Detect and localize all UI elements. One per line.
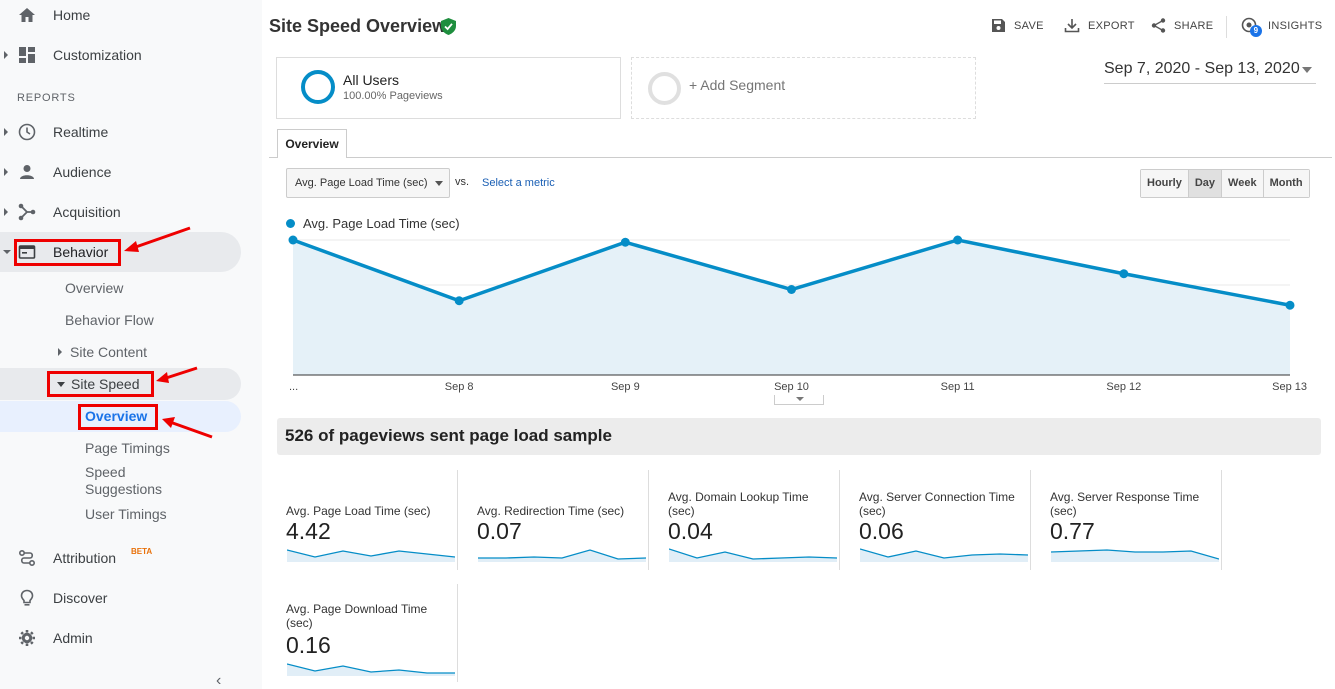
x-tick-label: Sep 8 [445, 381, 474, 393]
nav-site-content[interactable]: Site Content [58, 344, 147, 360]
x-tick-label: Sep 12 [1106, 381, 1141, 393]
sparkline [287, 663, 455, 676]
data-point[interactable] [454, 296, 464, 306]
verified-shield-icon [441, 18, 456, 35]
insights-count-badge: 9 [1250, 25, 1262, 37]
x-tick-label: Sep 9 [611, 381, 640, 393]
chevron-down-icon [435, 181, 443, 186]
metric-tile[interactable]: Avg. Domain Lookup Time (sec) 0.04 [659, 470, 840, 570]
nav-behavior-flow[interactable]: Behavior Flow [65, 312, 154, 328]
annotation-arrow-overview-icon [162, 417, 213, 439]
export-button[interactable]: EXPORT [1064, 18, 1135, 33]
data-point[interactable] [620, 237, 630, 247]
data-point[interactable] [953, 235, 963, 245]
caret-right-icon [4, 208, 8, 216]
behavior-window-icon [18, 245, 36, 259]
acquisition-icon [18, 203, 36, 221]
annotation-arrow-site-speed-icon [156, 366, 198, 383]
metric-tile[interactable]: Avg. Redirection Time (sec) 0.07 [468, 470, 649, 570]
annotation-arrow-behavior-icon [124, 226, 191, 252]
attribution-icon [18, 549, 36, 567]
clock-icon [18, 123, 36, 141]
person-icon [20, 165, 34, 179]
series-area [293, 240, 1290, 375]
segment-placeholder-ring-icon [648, 72, 681, 105]
nav-speed-suggestions-line1[interactable]: Speed [85, 464, 126, 480]
tab-overview[interactable]: Overview [277, 129, 347, 158]
tab-underline-left [269, 157, 277, 158]
gear-icon [19, 630, 35, 646]
x-tick-label: ... [289, 381, 298, 393]
caret-right-icon [4, 168, 8, 176]
chart-legend: Avg. Page Load Time (sec) [286, 216, 460, 231]
tab-underline [347, 157, 1332, 158]
nav-page-timings[interactable]: Page Timings [85, 440, 170, 456]
sparkline [860, 548, 1028, 562]
nav-behavior-overview[interactable]: Overview [65, 280, 124, 296]
site-speed-annotation-box [47, 371, 154, 397]
granularity-month[interactable]: Month [1263, 170, 1309, 197]
date-range-picker[interactable]: Sep 7, 2020 - Sep 13, 2020 [1104, 60, 1316, 84]
data-point[interactable] [288, 235, 298, 245]
chevron-down-icon [1302, 67, 1312, 73]
data-point[interactable] [787, 285, 796, 294]
data-point[interactable] [1285, 300, 1295, 310]
segment-all-users[interactable]: All Users 100.00% Pageviews [276, 57, 621, 119]
sparkline [287, 549, 455, 562]
home-icon [19, 8, 35, 22]
granularity-day[interactable]: Day [1188, 170, 1223, 197]
export-download-icon [1064, 19, 1080, 33]
page-title: Site Speed Overview [269, 16, 447, 36]
sparkline [478, 549, 646, 562]
x-tick-label: Sep 11 [941, 381, 975, 393]
reports-section-label: REPORTS [17, 92, 76, 104]
beta-badge: BETA [131, 547, 153, 556]
share-icon [1151, 18, 1166, 33]
insights-button[interactable]: 9 INSIGHTS [1241, 17, 1322, 37]
vs-label: vs. [455, 176, 470, 188]
caret-right-icon [4, 128, 8, 136]
legend-dot-icon [286, 219, 295, 228]
header-divider [1226, 16, 1227, 38]
nav-user-timings[interactable]: User Timings [85, 506, 167, 522]
data-point[interactable] [1119, 269, 1129, 279]
metric-tile[interactable]: Avg. Page Download Time (sec) 0.16 [277, 584, 458, 682]
chart-resize-handle[interactable] [774, 395, 824, 405]
metric-tile[interactable]: Avg. Server Connection Time (sec) 0.06 [850, 470, 1031, 570]
save-disk-icon [992, 19, 1005, 32]
caret-right-icon [58, 348, 62, 356]
sidebar: Home Customization REPORTS Realtime Audi… [0, 0, 262, 689]
caret-right-icon [4, 51, 8, 59]
collapse-sidebar-chevron-icon[interactable]: ‹ [216, 672, 222, 689]
nav-site-speed-overview[interactable]: Overview [85, 408, 148, 424]
save-button[interactable]: SAVE [991, 18, 1044, 33]
metric-select[interactable]: Avg. Page Load Time (sec) [286, 168, 450, 198]
nav-site-speed[interactable]: Site Speed [57, 376, 140, 392]
sample-summary: 526 of pageviews sent page load sample [277, 418, 1321, 455]
granularity-week[interactable]: Week [1222, 170, 1264, 197]
segment-ring-icon [301, 70, 335, 104]
add-segment-button[interactable]: + Add Segment [631, 57, 976, 119]
metric-tile[interactable]: Avg. Page Load Time (sec) 4.42 [277, 470, 458, 570]
dashboard-grid-icon [19, 47, 35, 63]
caret-down-icon [57, 382, 65, 387]
x-tick-label: Sep 10 [774, 381, 809, 393]
metric-tile[interactable]: Avg. Server Response Time (sec) 0.77 [1041, 470, 1222, 570]
sparkline [1051, 549, 1219, 562]
lightbulb-icon [20, 589, 34, 606]
granularity-hourly[interactable]: Hourly [1141, 170, 1189, 197]
share-button[interactable]: SHARE [1151, 18, 1213, 33]
nav-speed-suggestions-line2[interactable]: Suggestions [85, 481, 163, 497]
select-metric-link[interactable]: Select a metric [482, 177, 555, 189]
granularity-toggle: Hourly Day Week Month [1140, 169, 1310, 198]
insights-icon: 9 [1241, 17, 1262, 37]
overview-annotation-box [78, 404, 158, 430]
sparkline [669, 548, 837, 562]
x-tick-label: Sep 13 [1272, 381, 1307, 393]
caret-down-icon [3, 250, 11, 254]
behavior-annotation-box [14, 239, 121, 266]
